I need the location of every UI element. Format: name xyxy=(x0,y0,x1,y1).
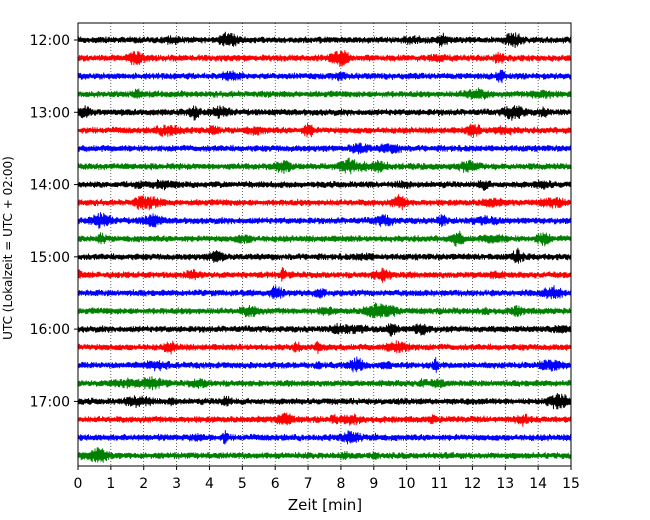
y-tick-label: 17:00 xyxy=(30,394,70,410)
trace-line xyxy=(77,87,572,100)
trace-line xyxy=(77,392,572,410)
trace-line xyxy=(77,105,572,121)
x-tick-label: 12 xyxy=(463,476,481,492)
trace-line xyxy=(77,356,572,373)
x-tick-label: 2 xyxy=(139,476,148,492)
trace-line xyxy=(77,302,572,319)
y-axis-label: UTC (Lokalzeit = UTC + 02:00) xyxy=(1,156,15,340)
trace-line xyxy=(77,285,572,300)
x-axis-label: Zeit [min] xyxy=(288,496,362,514)
y-tick-label: 13:00 xyxy=(30,105,70,121)
trace-line xyxy=(77,340,572,355)
x-tick-label: 7 xyxy=(304,476,313,492)
trace-line xyxy=(77,69,572,84)
x-tick-label: 5 xyxy=(238,476,247,492)
x-tick-label: 9 xyxy=(369,476,378,492)
trace-line xyxy=(77,447,572,463)
trace-line xyxy=(77,412,572,427)
x-tick-label: 4 xyxy=(205,476,214,492)
trace-line xyxy=(77,194,572,211)
plot-frame xyxy=(77,22,572,467)
x-tick-label: 8 xyxy=(336,476,345,492)
trace-group xyxy=(77,31,572,463)
trace-line xyxy=(77,267,572,283)
y-axis-ticks: 12:00 13:00 14:00 15:00 16:00 17:00 xyxy=(30,33,78,410)
trace-line xyxy=(77,31,572,49)
y-tick-label: 16:00 xyxy=(30,322,70,338)
x-tick-label: 10 xyxy=(398,476,416,492)
trace-line xyxy=(77,322,572,337)
x-tick-label: 15 xyxy=(562,476,580,492)
trace-line xyxy=(77,376,572,391)
trace-line xyxy=(77,179,572,191)
y-tick-label: 14:00 xyxy=(30,178,70,194)
vertical-grid xyxy=(110,23,539,466)
trace-line xyxy=(77,157,572,175)
x-tick-label: 6 xyxy=(271,476,280,492)
trace-line xyxy=(77,142,572,155)
trace-line xyxy=(77,430,572,445)
y-tick-label: 12:00 xyxy=(30,33,70,49)
x-tick-label: 3 xyxy=(172,476,181,492)
y-tick-label: 15:00 xyxy=(30,250,70,266)
trace-line xyxy=(77,212,572,229)
x-tick-label: 1 xyxy=(106,476,115,492)
x-tick-label: 0 xyxy=(74,476,83,492)
x-tick-label: 13 xyxy=(496,476,514,492)
x-tick-label: 14 xyxy=(529,476,547,492)
trace-line xyxy=(77,247,572,264)
trace-line xyxy=(77,123,572,138)
trace-line xyxy=(77,50,572,67)
x-tick-label: 11 xyxy=(431,476,449,492)
trace-line xyxy=(77,230,572,247)
x-axis-ticks: 0 1 2 3 4 5 6 7 8 9 10 11 12 13 14 15 xyxy=(74,466,580,492)
